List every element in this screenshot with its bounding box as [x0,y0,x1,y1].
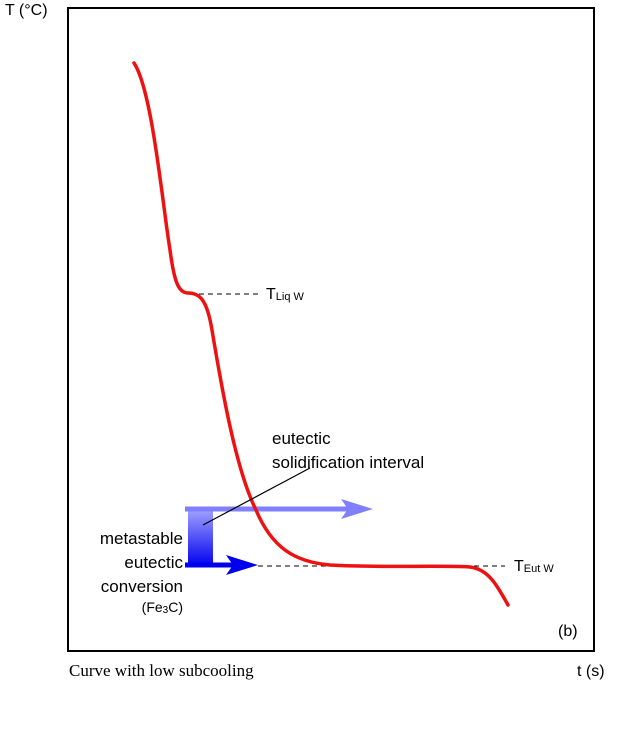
panel-label: (b) [558,623,578,640]
metastable-annotation-line1: metastable [100,529,183,548]
metastable-interval-bar [188,510,213,566]
x-axis-label: t (s) [577,663,605,680]
plot-frame [67,7,595,652]
metastable-annotation-line3: conversion [101,577,183,596]
stable-eutectic-arrow-head [341,499,373,519]
interval-annotation-line2: solidification interval [272,453,424,472]
cooling-curve [132,61,510,607]
interval-annotation-line1: eutectic [272,429,331,448]
y-axis-label: T (°C) [5,2,48,19]
interval-leader-line [202,467,311,526]
metastable-annotation-line2: eutectic [124,553,183,572]
liquidus-marker-label: TLiq W [266,286,305,303]
figure-caption: Curve with low subcooling [69,661,254,680]
metastable-eutectic-arrow-head [226,555,258,575]
eutectic-marker-label: TEut W [514,558,554,575]
metastable-annotation-formula: (Fe3C) [142,599,183,616]
